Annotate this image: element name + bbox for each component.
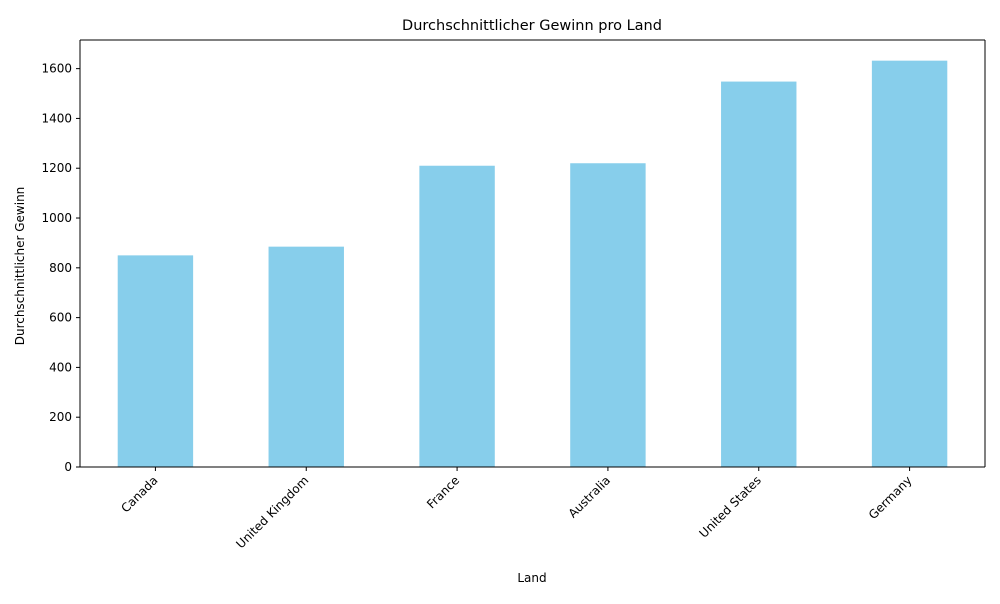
x-tick-label: Australia bbox=[566, 473, 613, 520]
bar-france bbox=[419, 165, 495, 468]
x-tick-label: Germany bbox=[866, 473, 915, 522]
bar-germany bbox=[871, 60, 948, 467]
y-tick-label: 1400 bbox=[41, 111, 72, 125]
bar-australia bbox=[570, 163, 646, 467]
y-tick-label: 0 bbox=[64, 460, 72, 474]
y-tick-label: 600 bbox=[49, 311, 72, 325]
x-axis-label: Land bbox=[517, 571, 546, 585]
y-tick-label: 400 bbox=[49, 360, 72, 374]
chart-title: Durchschnittlicher Gewinn pro Land bbox=[402, 18, 662, 34]
x-tick-label: United Kingdom bbox=[233, 473, 311, 551]
bar-canada bbox=[117, 255, 194, 467]
bar-united-states bbox=[721, 81, 797, 467]
y-tick-label: 1000 bbox=[41, 211, 72, 225]
x-axis: Canada United Kingdom France Australia Unite… bbox=[118, 467, 915, 551]
bar-united-kingdom bbox=[268, 246, 344, 467]
y-axis-label: Durchschnittlicher Gewinn bbox=[13, 187, 27, 346]
y-tick-label: 1600 bbox=[41, 62, 72, 76]
x-tick-label: Canada bbox=[118, 473, 160, 515]
y-tick-label: 1200 bbox=[41, 161, 72, 175]
x-tick-label: United States bbox=[697, 473, 764, 540]
y-tick-label: 800 bbox=[49, 261, 72, 275]
y-axis: 0 200 400 600 800 1000 1200 1400 1600 bbox=[41, 39, 986, 474]
x-tick-label: France bbox=[424, 473, 462, 511]
y-tick-label: 200 bbox=[49, 410, 72, 424]
bars-group bbox=[117, 60, 948, 468]
